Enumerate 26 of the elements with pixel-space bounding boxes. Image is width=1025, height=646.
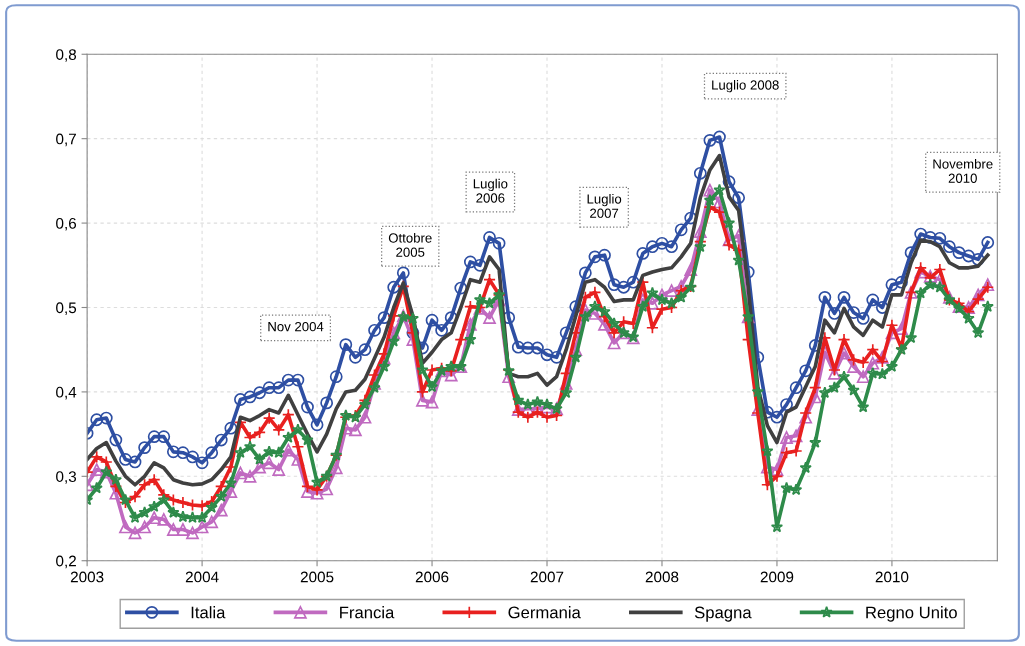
y-tick-label: 0,6 <box>56 217 77 231</box>
y-tick-label: 0,5 <box>56 302 77 315</box>
annotation: Ottobre 2005 <box>388 232 432 257</box>
x-tick-label: 2003 <box>70 571 104 583</box>
annotation: Luglio 2008 <box>712 80 779 93</box>
legend-label: Regno Unito <box>866 606 957 622</box>
legend-label: Spagna <box>694 606 752 622</box>
annotation: Luglio 2006 <box>473 178 508 203</box>
x-tick-label: 2004 <box>185 571 219 583</box>
y-tick-label: 0,2 <box>56 555 76 569</box>
x-tick-label: 2010 <box>875 571 909 583</box>
legend-label: Francia <box>340 606 395 619</box>
x-tick-label: 2007 <box>530 571 564 583</box>
x-tick-label: 2006 <box>415 571 449 583</box>
x-tick-label: 2008 <box>645 571 679 583</box>
y-tick-label: 0,7 <box>56 133 76 147</box>
annotation: Luglio 2007 <box>587 193 622 218</box>
legend-label: Italia <box>191 606 226 619</box>
legend-label: Germania <box>508 606 581 619</box>
y-tick-label: 0,3 <box>56 471 77 484</box>
x-tick-label: 2005 <box>300 571 334 583</box>
y-tick-label: 0,8 <box>56 49 77 62</box>
annotation: Nov 2004 <box>268 321 324 332</box>
y-tick-label: 0,4 <box>56 386 77 400</box>
annotation: Novembre 2010 <box>933 159 993 183</box>
x-tick-label: 2009 <box>760 571 794 583</box>
